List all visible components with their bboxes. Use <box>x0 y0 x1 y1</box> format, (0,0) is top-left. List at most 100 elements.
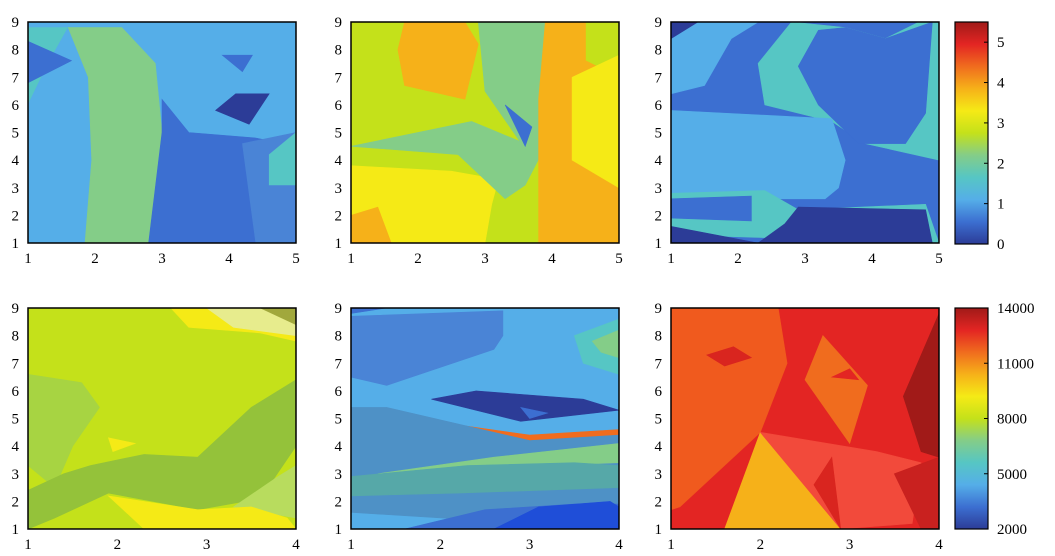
y-tick-label: 3 <box>12 181 20 197</box>
y-tick-label: 3 <box>12 467 20 483</box>
y-tick-label: 7 <box>655 356 663 372</box>
plot-frame <box>27 21 297 244</box>
plot-frame <box>670 307 940 530</box>
contour-region <box>350 462 620 497</box>
x-tick-label: 4 <box>868 251 876 267</box>
y-tick-label: 8 <box>655 329 663 345</box>
contour-region <box>431 390 620 422</box>
x-tick-label: 3 <box>158 251 166 267</box>
y-tick-label: 1 <box>12 522 20 538</box>
y-tick-label: 5 <box>335 126 343 142</box>
y-tick-label: 1 <box>655 522 663 538</box>
y-tick-label: 8 <box>12 43 20 59</box>
x-tick-label: 3 <box>526 537 534 553</box>
x-tick-label: 2 <box>734 251 742 267</box>
y-tick-label: 2 <box>12 208 20 224</box>
colorbar-1: 0 1 2 3 4 5 <box>954 21 1005 253</box>
y-tick-label: 7 <box>12 70 20 86</box>
y-tick-label: 5 <box>12 412 20 428</box>
x-tick-label: 4 <box>292 537 300 553</box>
x-tick-label: 5 <box>615 251 623 267</box>
x-tick-label: 2 <box>414 251 422 267</box>
x-tick-label: 1 <box>667 251 675 267</box>
plot-frame <box>670 21 940 244</box>
x-tick-label: 3 <box>203 537 211 553</box>
x-tick-label: 2 <box>114 537 122 553</box>
x-tick-label: 4 <box>615 537 623 553</box>
colorbar-tick-label: 0 <box>997 237 1005 253</box>
colorbar-tick-label: 8000 <box>997 412 1027 428</box>
contour-region <box>830 368 860 381</box>
contour-region <box>350 121 546 200</box>
y-tick-label: 8 <box>335 43 343 59</box>
y-tick-label: 9 <box>655 15 663 31</box>
contour-region <box>813 456 841 530</box>
x-tick-label: 1 <box>24 251 32 267</box>
colorbar-tick-label: 3 <box>997 116 1005 132</box>
y-tick-label: 7 <box>12 356 20 372</box>
colorbar-tick-label: 4 <box>997 76 1005 92</box>
x-tick-label: 1 <box>24 537 32 553</box>
x-tick-label: 3 <box>481 251 489 267</box>
x-tick-label: 1 <box>347 251 355 267</box>
y-tick-label: 4 <box>335 439 343 455</box>
y-tick-label: 5 <box>335 412 343 428</box>
y-tick-label: 8 <box>335 329 343 345</box>
y-tick-label: 4 <box>655 439 663 455</box>
y-tick-label: 9 <box>12 15 20 31</box>
x-tick-label: 5 <box>935 251 943 267</box>
plot-frame <box>27 307 297 530</box>
y-tick-label: 9 <box>335 301 343 317</box>
contour-region <box>107 437 137 452</box>
y-tick-label: 7 <box>335 356 343 372</box>
y-tick-label: 7 <box>655 70 663 86</box>
y-tick-label: 4 <box>12 439 20 455</box>
y-tick-label: 6 <box>12 384 20 400</box>
contour-panel-row2-col2: 1 2 3 4 1 2 3 4 5 6 7 8 9 <box>335 301 624 553</box>
y-tick-label: 6 <box>335 384 343 400</box>
y-tick-label: 5 <box>655 126 663 142</box>
y-tick-label: 8 <box>655 43 663 59</box>
contour-panel-row1-col1: 1 2 3 4 5 1 2 3 4 5 6 7 8 9 <box>12 15 300 267</box>
contour-region <box>804 335 868 445</box>
colorbar-2: 2000 5000 8000 11000 14000 <box>954 301 1035 538</box>
plot-frame <box>350 307 620 530</box>
x-tick-label: 2 <box>757 537 765 553</box>
y-tick-label: 2 <box>12 494 20 510</box>
colorbar-tick-label: 14000 <box>997 301 1035 317</box>
y-tick-label: 5 <box>12 126 20 142</box>
y-tick-label: 4 <box>335 153 343 169</box>
colorbar-gradient <box>954 307 989 530</box>
contour-panel-row2-col1: 1 2 3 4 1 2 3 4 5 6 7 8 9 <box>12 301 301 553</box>
y-tick-label: 5 <box>655 412 663 428</box>
y-tick-label: 3 <box>335 181 343 197</box>
y-tick-label: 1 <box>335 522 343 538</box>
y-tick-label: 6 <box>335 98 343 114</box>
contour-region <box>221 54 253 73</box>
y-tick-label: 2 <box>335 208 343 224</box>
x-tick-label: 2 <box>91 251 99 267</box>
colorbar-tick-label: 1 <box>997 197 1005 213</box>
contour-panel-row2-col3: 1 2 3 4 1 2 3 4 5 6 7 8 9 <box>655 301 944 553</box>
contour-region <box>519 406 549 419</box>
plot-frame <box>350 21 620 244</box>
y-tick-label: 2 <box>335 494 343 510</box>
contour-panel-row1-col3: 1 2 3 4 5 1 2 3 4 5 6 7 8 9 <box>655 15 943 267</box>
y-tick-label: 6 <box>655 384 663 400</box>
x-tick-label: 4 <box>225 251 233 267</box>
contour-region <box>504 104 533 148</box>
x-tick-label: 4 <box>548 251 556 267</box>
x-tick-label: 3 <box>801 251 809 267</box>
y-tick-label: 9 <box>655 301 663 317</box>
y-tick-label: 4 <box>655 153 663 169</box>
contour-region <box>215 93 270 125</box>
y-tick-label: 1 <box>655 236 663 252</box>
contour-panel-row1-col2: 1 2 3 4 5 1 2 3 4 5 6 7 8 9 <box>335 15 623 267</box>
contour-region <box>797 21 933 144</box>
y-tick-label: 9 <box>12 301 20 317</box>
colorbar-tick-label: 11000 <box>997 356 1034 372</box>
y-tick-label: 6 <box>655 98 663 114</box>
x-tick-label: 5 <box>292 251 300 267</box>
x-tick-label: 1 <box>347 537 355 553</box>
